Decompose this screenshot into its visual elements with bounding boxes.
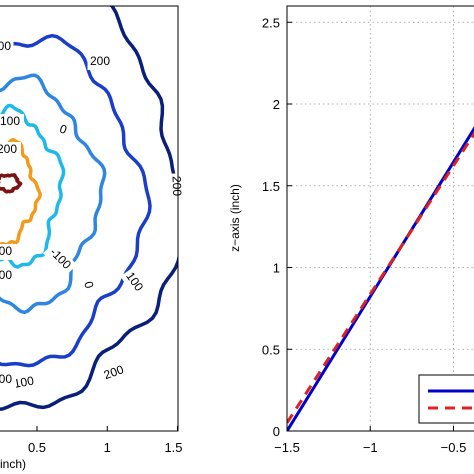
contour-line — [0, 73, 107, 315]
contour-label: -200 — [0, 142, 17, 156]
x-tick-label: 1 — [104, 440, 111, 455]
contour-label-bg — [78, 277, 98, 293]
x-tick-label: −1.5 — [274, 440, 300, 455]
contour-label-bg — [99, 361, 129, 385]
y-tick-label: 2.5 — [262, 15, 280, 30]
line-plot-grid — [287, 6, 474, 431]
contour-line — [0, 6, 178, 411]
contour-label-bg — [43, 242, 77, 276]
x-tick-label: 0.5 — [28, 440, 46, 455]
contour-label-bg — [10, 372, 38, 394]
contour-label: 100 — [13, 373, 35, 390]
line-x-ticks: −1.5 −1 −0.5 — [274, 426, 466, 455]
contour-label-bg — [87, 54, 113, 70]
contour-x-axis-label: (inch) — [0, 457, 26, 471]
contour-plot-frame — [0, 5, 179, 432]
line-y-ticks: 0 0.5 1 1.5 2 2.5 — [262, 15, 292, 439]
contour-label-bg — [0, 114, 24, 130]
contour-label-bg — [0, 142, 21, 158]
contour-line — [0, 173, 23, 194]
contour-label: 200 — [169, 176, 184, 197]
contour-label: 200 — [102, 362, 126, 382]
y-tick-label: 2 — [273, 97, 280, 112]
line-plot-frame — [286, 5, 474, 432]
contour-label: 200 — [90, 54, 110, 68]
contour-label-bg — [0, 244, 16, 260]
y-tick-label: 0 — [273, 424, 280, 439]
contour-label-bg — [120, 267, 148, 297]
x-tick-label: −1 — [363, 440, 378, 455]
contour-label-bg — [0, 372, 16, 388]
series-line-dashed — [287, 131, 474, 424]
y-tick-label: 1 — [273, 261, 280, 276]
x-tick-label: 1.5 — [164, 440, 182, 455]
line-plot-series — [287, 126, 474, 431]
line-y-axis-label: z−axis (inch) — [228, 184, 242, 252]
contour-label: 100 — [0, 39, 11, 53]
contour-line — [0, 103, 66, 269]
contour-label: -200 — [0, 268, 12, 282]
contour-label-bg — [167, 173, 185, 199]
contour-label-bg — [0, 39, 14, 55]
y-tick-label: 0.5 — [262, 342, 280, 357]
legend-box — [418, 374, 474, 424]
contour-label: -200 — [0, 244, 12, 258]
contour-label: -100 — [0, 372, 12, 386]
line-panel: −1.5 −1 −0.5 0 0.5 1 1.5 2 2.5 z−axis (inch) — [228, 5, 474, 455]
contour-label: -100 — [0, 114, 20, 128]
contour-label-bg — [55, 120, 71, 140]
y-tick-label: 1.5 — [262, 179, 280, 194]
contour-panel: 20020020010010010000-100-100-100-200-200… — [0, 5, 185, 471]
legend — [418, 374, 474, 424]
contour-x-ticks: 0.5 1 1.5 — [28, 426, 183, 455]
contour-label-bg — [0, 268, 16, 284]
contour-line — [0, 33, 152, 368]
contour-label: 0 — [58, 122, 69, 138]
contour-labels: 20020020010010010000-100-100-100-200-200… — [0, 39, 185, 394]
contour-label: 0 — [81, 280, 96, 290]
x-tick-label: −0.5 — [441, 440, 467, 455]
